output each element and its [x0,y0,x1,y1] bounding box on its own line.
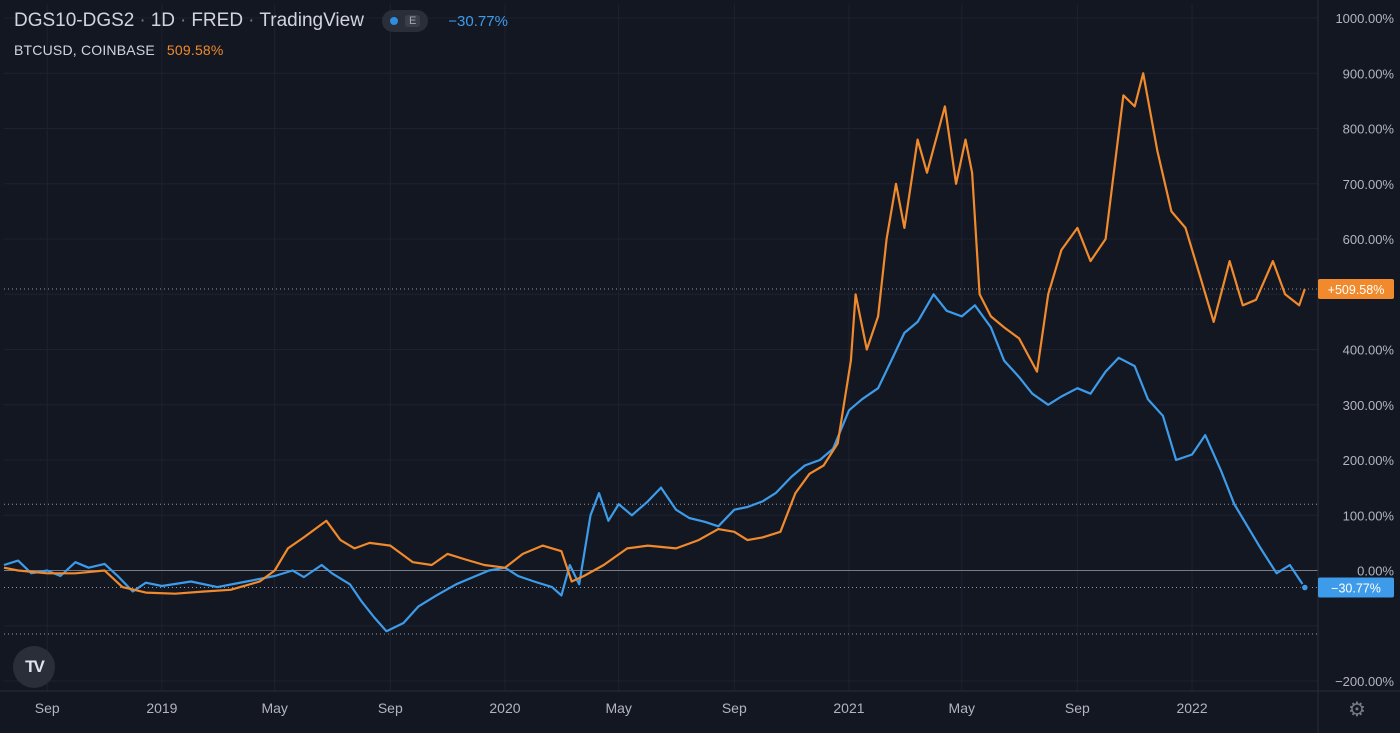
y-tick-label: 900.00% [1343,66,1395,81]
last-value-label: +509.58% [1328,283,1385,297]
legend-dot-1: · [139,10,146,31]
x-tick-label: 2021 [833,700,864,716]
last-value-badge [1318,278,1394,299]
y-tick-label: 1000.00% [1335,11,1394,26]
y-tick-label: 200.00% [1343,453,1395,468]
last-value-label: −30.77% [1331,582,1381,596]
y-tick-label: −200.00% [1335,674,1394,689]
legend-source: FRED [191,10,244,31]
series-end-point[interactable] [1300,583,1310,592]
y-tick-label: 700.00% [1343,177,1395,192]
legend-main: DGS10-DGS2 · 1D · FRED · TradingView E −… [14,10,508,32]
x-tick-label: Sep [722,700,747,716]
y-tick-label: 300.00% [1343,398,1395,413]
legend-second-value: 509.58% [166,42,224,58]
y-tick-label: 0.00% [1357,564,1394,579]
x-tick-label: Sep [378,700,403,716]
y-tick-label: 400.00% [1343,343,1395,358]
legend-symbol[interactable]: DGS10-DGS2 [14,10,135,31]
legend-platform: TradingView [259,10,364,31]
legend-dot-3: · [248,10,255,31]
eye-label: E [404,15,421,27]
legend-interval: 1D [150,10,175,31]
x-tick-label: 2019 [146,700,177,716]
last-value-badge [1318,577,1394,598]
x-tick-label: May [949,700,975,716]
x-tick-label: Sep [1065,700,1090,716]
x-tick-label: May [605,700,631,716]
legend-second-symbol: BTCUSD, COINBASE [14,42,155,58]
legend-dot-2: · [180,10,187,31]
legend-second-series[interactable]: BTCUSD, COINBASE 509.58% [14,42,224,58]
x-tick-label: Sep [35,700,60,716]
y-tick-label: 800.00% [1343,122,1395,137]
y-tick-label: 100.00% [1343,508,1395,523]
y-tick-label: 600.00% [1343,232,1395,247]
x-tick-label: 2020 [489,700,520,716]
gear-icon[interactable]: ⚙ [1348,699,1366,721]
tradingview-logo-icon[interactable]: TV [13,646,55,688]
visibility-toggle[interactable]: E [381,10,429,32]
legend-main-value: −30.77% [448,12,508,30]
eye-icon [389,17,398,25]
x-tick-label: May [261,700,287,716]
series-line-btcusd[interactable] [3,72,1306,595]
x-tick-label: 2022 [1176,700,1207,716]
